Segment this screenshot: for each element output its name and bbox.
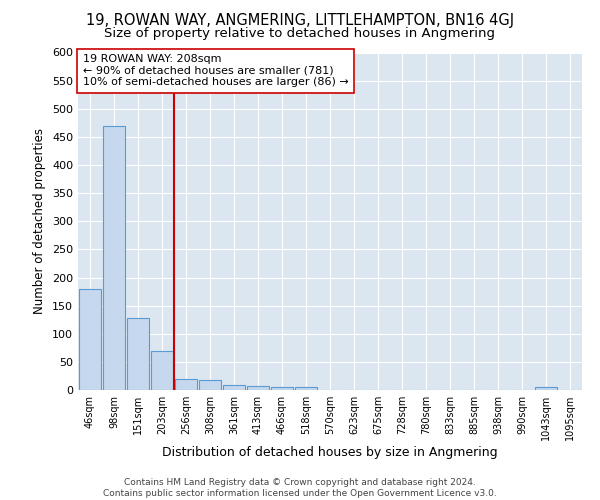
Bar [295,387,317,390]
Bar [103,126,125,390]
Bar [535,387,557,390]
Bar [271,387,293,390]
Text: 19 ROWAN WAY: 208sqm
← 90% of detached houses are smaller (781)
10% of semi-deta: 19 ROWAN WAY: 208sqm ← 90% of detached h… [83,54,349,88]
Bar [79,289,101,390]
Bar [223,385,245,390]
Bar [247,386,269,390]
Y-axis label: Number of detached properties: Number of detached properties [34,128,46,314]
Text: 19, ROWAN WAY, ANGMERING, LITTLEHAMPTON, BN16 4GJ: 19, ROWAN WAY, ANGMERING, LITTLEHAMPTON,… [86,12,514,28]
Text: Contains HM Land Registry data © Crown copyright and database right 2024.
Contai: Contains HM Land Registry data © Crown c… [103,478,497,498]
X-axis label: Distribution of detached houses by size in Angmering: Distribution of detached houses by size … [162,446,498,459]
Bar [127,318,149,390]
Bar [175,379,197,390]
Bar [199,380,221,390]
Text: Size of property relative to detached houses in Angmering: Size of property relative to detached ho… [104,28,496,40]
Bar [151,350,173,390]
